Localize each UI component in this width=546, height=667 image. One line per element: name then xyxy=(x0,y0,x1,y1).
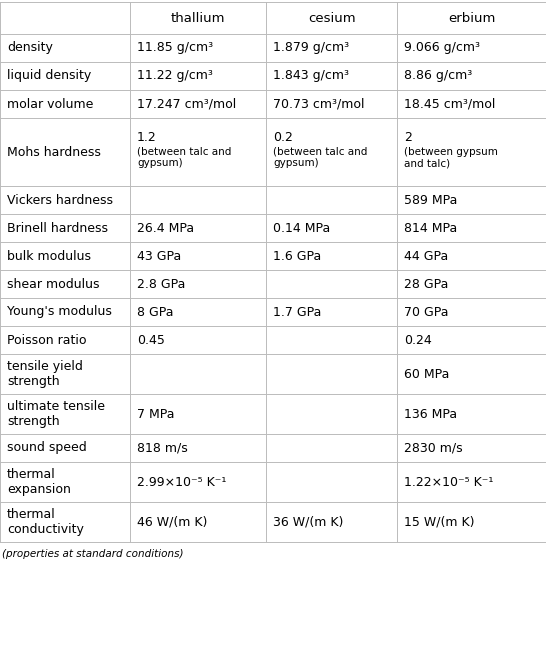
Text: 11.85 g/cm³: 11.85 g/cm³ xyxy=(137,41,213,55)
Text: 1.22×10⁻⁵ K⁻¹: 1.22×10⁻⁵ K⁻¹ xyxy=(405,476,494,488)
Text: 28 GPa: 28 GPa xyxy=(405,277,449,291)
Text: molar volume: molar volume xyxy=(7,97,93,111)
Text: Poisson ratio: Poisson ratio xyxy=(7,334,86,346)
Text: 15 W/(m K): 15 W/(m K) xyxy=(405,516,475,528)
Text: 0.2: 0.2 xyxy=(274,131,293,143)
Text: shear modulus: shear modulus xyxy=(7,277,99,291)
Text: 11.22 g/cm³: 11.22 g/cm³ xyxy=(137,69,213,83)
Text: 1.879 g/cm³: 1.879 g/cm³ xyxy=(274,41,349,55)
Text: 46 W/(m K): 46 W/(m K) xyxy=(137,516,207,528)
Text: 0.14 MPa: 0.14 MPa xyxy=(274,221,331,235)
Text: 44 GPa: 44 GPa xyxy=(405,249,449,263)
Text: 0.45: 0.45 xyxy=(137,334,165,346)
Text: density: density xyxy=(7,41,53,55)
Text: Mohs hardness: Mohs hardness xyxy=(7,145,101,159)
Text: 70 GPa: 70 GPa xyxy=(405,305,449,319)
Text: Young's modulus: Young's modulus xyxy=(7,305,112,319)
Text: tensile yield
strength: tensile yield strength xyxy=(7,360,83,388)
Text: 1.7 GPa: 1.7 GPa xyxy=(274,305,322,319)
Text: 136 MPa: 136 MPa xyxy=(405,408,458,420)
Text: (between talc and
gypsum): (between talc and gypsum) xyxy=(137,147,232,168)
Text: 70.73 cm³/mol: 70.73 cm³/mol xyxy=(274,97,365,111)
Text: 9.066 g/cm³: 9.066 g/cm³ xyxy=(405,41,480,55)
Text: 2.99×10⁻⁵ K⁻¹: 2.99×10⁻⁵ K⁻¹ xyxy=(137,476,227,488)
Text: 18.45 cm³/mol: 18.45 cm³/mol xyxy=(405,97,496,111)
Text: liquid density: liquid density xyxy=(7,69,91,83)
Text: (properties at standard conditions): (properties at standard conditions) xyxy=(2,549,183,559)
Text: thermal
conductivity: thermal conductivity xyxy=(7,508,84,536)
Text: 1.2: 1.2 xyxy=(137,131,157,143)
Text: Brinell hardness: Brinell hardness xyxy=(7,221,108,235)
Text: 17.247 cm³/mol: 17.247 cm³/mol xyxy=(137,97,236,111)
Text: thallium: thallium xyxy=(171,11,225,25)
Text: 7 MPa: 7 MPa xyxy=(137,408,175,420)
Text: ultimate tensile
strength: ultimate tensile strength xyxy=(7,400,105,428)
Text: 814 MPa: 814 MPa xyxy=(405,221,458,235)
Text: thermal
expansion: thermal expansion xyxy=(7,468,71,496)
Text: 36 W/(m K): 36 W/(m K) xyxy=(274,516,344,528)
Text: 818 m/s: 818 m/s xyxy=(137,442,188,454)
Text: 1.6 GPa: 1.6 GPa xyxy=(274,249,322,263)
Text: 589 MPa: 589 MPa xyxy=(405,193,458,207)
Text: (between talc and
gypsum): (between talc and gypsum) xyxy=(274,147,368,168)
Text: 2: 2 xyxy=(405,131,412,143)
Text: 2.8 GPa: 2.8 GPa xyxy=(137,277,185,291)
Text: bulk modulus: bulk modulus xyxy=(7,249,91,263)
Text: 1.843 g/cm³: 1.843 g/cm³ xyxy=(274,69,349,83)
Text: 60 MPa: 60 MPa xyxy=(405,368,450,380)
Text: erbium: erbium xyxy=(448,11,495,25)
Text: 26.4 MPa: 26.4 MPa xyxy=(137,221,194,235)
Text: sound speed: sound speed xyxy=(7,442,87,454)
Text: 0.24: 0.24 xyxy=(405,334,432,346)
Text: Vickers hardness: Vickers hardness xyxy=(7,193,113,207)
Text: 43 GPa: 43 GPa xyxy=(137,249,181,263)
Text: 8.86 g/cm³: 8.86 g/cm³ xyxy=(405,69,473,83)
Text: 8 GPa: 8 GPa xyxy=(137,305,174,319)
Text: cesium: cesium xyxy=(308,11,356,25)
Text: 2830 m/s: 2830 m/s xyxy=(405,442,463,454)
Text: (between gypsum
and talc): (between gypsum and talc) xyxy=(405,147,498,168)
